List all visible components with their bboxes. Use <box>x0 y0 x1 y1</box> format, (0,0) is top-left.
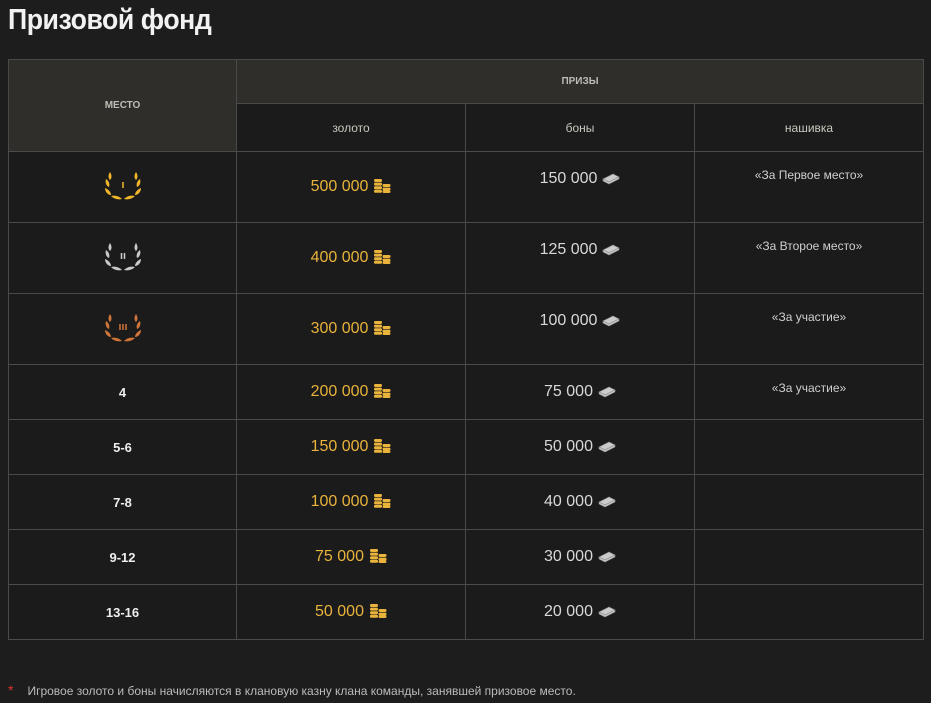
header-prizes: ПРИЗЫ <box>236 59 924 104</box>
gold-coins-icon <box>374 250 391 264</box>
gold-cell: 300 000 <box>236 293 466 365</box>
prize-table: МЕСТО ПРИЗЫ золото боны нашивка I 500 000… <box>8 59 924 640</box>
bonds-value: 100 000 <box>539 312 598 329</box>
bonds-value: 20 000 <box>544 603 593 620</box>
table-row: I 500 000 150 000 «За Первое место» <box>8 151 924 223</box>
bonds-stack-icon <box>598 496 616 508</box>
gold-value: 150 000 <box>310 438 369 455</box>
place-cell: 5-6 <box>8 419 237 475</box>
gold-coins-icon <box>369 549 387 563</box>
table-row: II 400 000 125 000 «За Второе место» <box>8 222 924 294</box>
table-row: III 300 000 100 000 «За участие» <box>8 293 924 365</box>
bonds-cell: 30 000 <box>465 529 695 585</box>
bonds-stack-icon <box>602 244 621 256</box>
place-cell: II <box>8 222 237 294</box>
patch-value: «За участие» <box>771 310 847 324</box>
patch-cell <box>694 584 924 640</box>
table-row: 9-12 75 000 30 000 <box>8 529 924 585</box>
patch-cell: «За участие» <box>694 364 924 420</box>
gold-cell: 500 000 <box>236 151 466 223</box>
gold-value: 100 000 <box>310 493 369 510</box>
gold-value: 75 000 <box>315 548 364 565</box>
patch-value: «За участие» <box>771 381 847 395</box>
bonds-stack-icon <box>602 173 621 185</box>
table-row: 5-6 150 000 50 000 <box>8 419 924 475</box>
patch-cell: «За Второе место» <box>694 222 924 294</box>
place-cell: 9-12 <box>8 529 237 585</box>
medal-rank: I <box>121 181 124 190</box>
place-cell: 4 <box>8 364 237 420</box>
bonds-cell: 50 000 <box>465 419 695 475</box>
gold-value: 300 000 <box>310 320 369 337</box>
bonds-stack-icon <box>602 315 621 327</box>
bonds-value: 75 000 <box>544 383 593 400</box>
patch-cell <box>694 419 924 475</box>
bonds-stack-icon <box>598 606 616 618</box>
place-cell: III <box>8 293 237 365</box>
bonds-stack-icon <box>598 551 616 563</box>
medal-rank: III <box>118 323 127 332</box>
patch-value: «За Второе место» <box>755 239 863 253</box>
bonds-value: 40 000 <box>544 493 593 510</box>
patch-cell <box>694 529 924 585</box>
header-bonds: боны <box>465 103 695 152</box>
footnote: * Игровое золото и боны начисляются в кла… <box>8 682 576 698</box>
gold-cell: 75 000 <box>236 529 466 585</box>
medal-rank: II <box>120 252 126 261</box>
place-label: 9-12 <box>109 549 136 565</box>
gold-cell: 50 000 <box>236 584 466 640</box>
bonds-cell: 75 000 <box>465 364 695 420</box>
gold-coins-icon <box>374 439 391 453</box>
bonds-cell: 40 000 <box>465 474 695 530</box>
gold-value: 400 000 <box>310 249 369 266</box>
patch-value: «За Первое место» <box>754 168 864 182</box>
patch-cell: «За Первое место» <box>694 151 924 223</box>
patch-cell: «За участие» <box>694 293 924 365</box>
place-cell: 13-16 <box>8 584 237 640</box>
gold-coins-icon <box>374 179 391 193</box>
table-row: 4 200 000 75 000 «За участие» <box>8 364 924 420</box>
gold-cell: 400 000 <box>236 222 466 294</box>
gold-cell: 150 000 <box>236 419 466 475</box>
laurel-wreath-icon: III <box>104 313 141 341</box>
gold-coins-icon <box>369 604 387 618</box>
laurel-wreath-icon: II <box>104 242 141 270</box>
gold-cell: 200 000 <box>236 364 466 420</box>
laurel-wreath-icon: I <box>104 171 141 199</box>
bonds-value: 50 000 <box>544 438 593 455</box>
table-row: 7-8 100 000 40 000 <box>8 474 924 530</box>
gold-coins-icon <box>374 494 391 508</box>
gold-cell: 100 000 <box>236 474 466 530</box>
bonds-stack-icon <box>598 441 616 453</box>
gold-coins-icon <box>374 384 391 398</box>
gold-coins-icon <box>374 321 391 335</box>
asterisk: * <box>8 682 14 698</box>
gold-value: 500 000 <box>310 178 369 195</box>
table-row: 13-16 50 000 20 000 <box>8 584 924 640</box>
header-patch: нашивка <box>694 103 924 152</box>
footnote-text: Игровое золото и боны начисляются в клан… <box>27 684 576 698</box>
bonds-stack-icon <box>598 386 616 398</box>
bonds-value: 125 000 <box>539 241 598 258</box>
place-label: 7-8 <box>113 494 132 510</box>
bonds-cell: 125 000 <box>465 222 695 294</box>
bonds-value: 150 000 <box>539 170 598 187</box>
gold-value: 200 000 <box>310 383 369 400</box>
bonds-cell: 100 000 <box>465 293 695 365</box>
patch-cell <box>694 474 924 530</box>
gold-value: 50 000 <box>315 603 364 620</box>
place-cell: 7-8 <box>8 474 237 530</box>
place-label: 5-6 <box>113 439 132 455</box>
header-place: МЕСТО <box>8 59 237 152</box>
header-gold: золото <box>236 103 466 152</box>
bonds-value: 30 000 <box>544 548 593 565</box>
bonds-cell: 150 000 <box>465 151 695 223</box>
bonds-cell: 20 000 <box>465 584 695 640</box>
page-title: Призовой фонд <box>8 4 212 36</box>
place-cell: I <box>8 151 237 223</box>
place-label: 13-16 <box>105 604 140 620</box>
place-label: 4 <box>118 384 127 400</box>
